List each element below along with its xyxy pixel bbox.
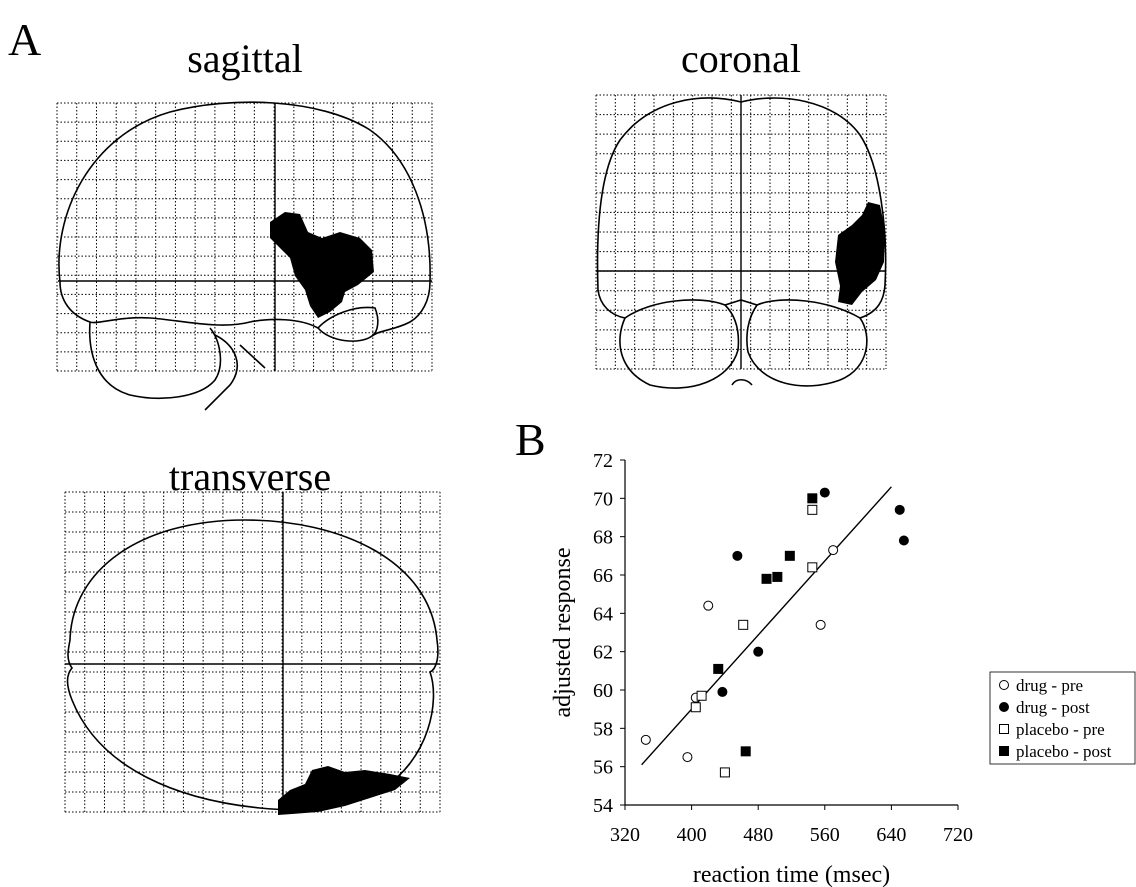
cerebellum-outline (619, 304, 868, 389)
panel-label: B (515, 414, 546, 465)
x-tick-label: 400 (677, 824, 707, 846)
activation (835, 202, 885, 305)
point (807, 562, 818, 573)
point (807, 493, 818, 504)
point (719, 767, 730, 778)
x-tick-label: 720 (943, 824, 973, 846)
point (772, 571, 783, 582)
activation (270, 212, 374, 318)
legend-label: placebo - post (1016, 742, 1112, 761)
y-tick-label: 60 (593, 680, 613, 702)
legend-marker (999, 724, 1009, 734)
brain-outline (66, 519, 439, 811)
legend-box (989, 671, 1136, 765)
transverse-view (64, 491, 441, 815)
point (696, 690, 707, 701)
brain-outline (58, 101, 431, 342)
point (898, 535, 909, 546)
y-tick-label: 58 (593, 718, 613, 740)
view-title: coronal (681, 36, 801, 81)
view-title: sagittal (187, 36, 303, 81)
y-tick-label: 62 (593, 642, 613, 664)
point (738, 619, 749, 630)
y-tick-label: 70 (593, 488, 613, 510)
point (732, 550, 743, 561)
point (828, 545, 839, 556)
y-tick-label: 56 (593, 757, 613, 779)
point (713, 663, 724, 674)
legend-label: drug - pre (1016, 676, 1083, 695)
legend-marker (999, 680, 1009, 690)
point (761, 573, 772, 584)
sagittal-view (56, 101, 433, 411)
point (819, 487, 830, 498)
y-tick-label: 72 (593, 450, 613, 472)
point (682, 752, 693, 763)
temporal-outline (317, 306, 379, 337)
point (815, 619, 826, 630)
point (640, 734, 651, 745)
y-tick-label: 66 (593, 565, 613, 587)
panel-label: A (8, 14, 41, 65)
point (703, 600, 714, 611)
cerebellum-outline (88, 321, 222, 400)
x-tick-label: 640 (876, 824, 906, 846)
coronal-view (595, 94, 887, 389)
point (690, 702, 701, 713)
y-axis-title: adjusted response (550, 548, 576, 718)
x-tick-label: 560 (810, 824, 840, 846)
point (740, 746, 751, 757)
y-tick-label: 54 (593, 795, 613, 817)
legend-label: placebo - pre (1016, 720, 1105, 739)
point (784, 550, 795, 561)
y-tick-label: 68 (593, 527, 613, 549)
x-tick-label: 320 (610, 824, 640, 846)
grid (64, 491, 441, 813)
legend-marker (999, 702, 1009, 712)
point (894, 504, 905, 515)
point (753, 646, 764, 657)
legend-marker (999, 746, 1009, 756)
brainstem-outline (204, 334, 266, 411)
y-tick-label: 64 (593, 603, 613, 625)
point (807, 504, 818, 515)
regression-line (641, 486, 892, 766)
point (717, 686, 728, 697)
scatter-chart: 54 56 58 60 62 64 66 68 70 72 320 400 480 560 640 720 re… (550, 450, 1136, 887)
legend-label: drug - post (1016, 698, 1090, 717)
x-axis-title: reaction time (msec) (693, 862, 890, 887)
activation (278, 766, 410, 815)
brainstem-outline (731, 378, 753, 386)
x-tick-label: 480 (743, 824, 773, 846)
